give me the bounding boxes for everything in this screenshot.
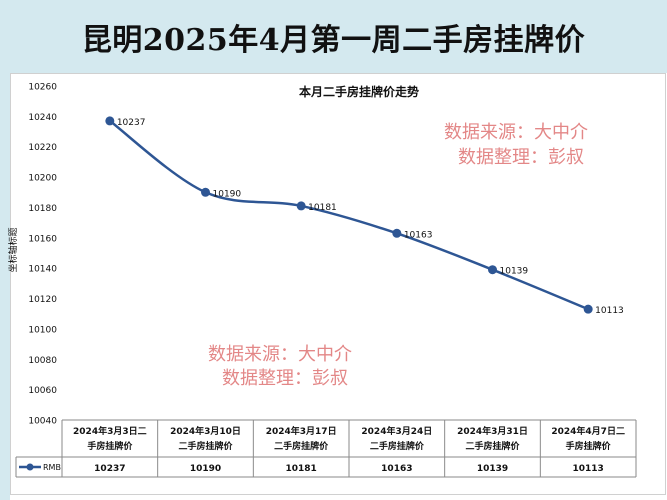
data-label: 10163 (404, 230, 433, 240)
x-category-label-line2: 手房挂牌价 (87, 440, 133, 452)
data-point (105, 116, 115, 126)
x-category-label-line2: 手房挂牌价 (566, 440, 612, 452)
banner-title: 昆明2025年4月第一周二手房挂牌价 (81, 22, 586, 58)
watermark-editor-bottom: 数据整理：彭叔 (222, 368, 348, 389)
data-point (296, 201, 306, 211)
y-tick-label: 10200 (28, 174, 57, 184)
y-tick-label: 10040 (28, 417, 57, 427)
table-value: 10163 (381, 464, 412, 474)
data-point (392, 228, 402, 238)
legend-marker (26, 463, 34, 471)
data-label: 10190 (213, 189, 242, 199)
data-label: 10237 (117, 118, 146, 128)
x-category-label-line2: 二手房挂牌价 (274, 440, 329, 452)
y-tick-label: 10080 (28, 356, 57, 366)
chart-frame (10, 73, 666, 495)
watermark-source-bottom: 数据来源：大中介 (208, 344, 352, 365)
y-tick-label: 10160 (28, 234, 57, 244)
data-point (201, 187, 210, 197)
title-banner: 昆明2025年4月第一周二手房挂牌价 (0, 0, 667, 73)
legend-label: RMB (43, 463, 61, 472)
y-tick-label: 10120 (28, 295, 57, 305)
data-point (488, 265, 497, 275)
y-tick-label: 10180 (28, 204, 57, 214)
x-category-label-line2: 二手房挂牌价 (370, 440, 425, 452)
y-tick-label: 10260 (28, 83, 57, 93)
series-line-rmb (109, 119, 589, 311)
y-tick-label: 10060 (28, 386, 57, 396)
x-category-label-line1: 2024年3月24日 (361, 425, 432, 437)
x-category-label-line1: 2024年3月17日 (266, 425, 337, 437)
table-value: 10113 (573, 464, 604, 474)
data-label: 10181 (308, 203, 337, 213)
x-category-label-line1: 2024年3月3日二 (73, 425, 147, 437)
x-category-label-line1: 2024年3月10日 (170, 425, 241, 437)
y-tick-label: 10220 (28, 143, 57, 153)
x-category-label-line1: 2024年3月31日 (457, 425, 528, 437)
watermark-source-top: 数据来源：大中介 (444, 122, 588, 143)
data-label: 10113 (595, 306, 624, 316)
side-accent-bar (0, 73, 10, 500)
y-axis-title: 坐标轴标题 (7, 227, 19, 272)
data-point (583, 304, 593, 314)
y-tick-label: 10240 (28, 113, 57, 123)
table-value: 10190 (190, 464, 221, 474)
watermark-editor-top: 数据整理：彭叔 (458, 147, 584, 168)
data-label: 10139 (500, 267, 529, 277)
x-category-label-line1: 2024年4月7日二 (551, 425, 625, 437)
x-category-label-line2: 二手房挂牌价 (178, 440, 233, 452)
table-value: 10237 (94, 464, 125, 474)
y-tick-label: 10140 (28, 265, 57, 275)
y-tick-label: 10100 (28, 325, 57, 335)
x-category-label-line2: 二手房挂牌价 (465, 440, 520, 452)
table-value: 10139 (477, 464, 508, 474)
table-value: 10181 (286, 464, 317, 474)
chart-title: 本月二手房挂牌价走势 (299, 84, 419, 99)
